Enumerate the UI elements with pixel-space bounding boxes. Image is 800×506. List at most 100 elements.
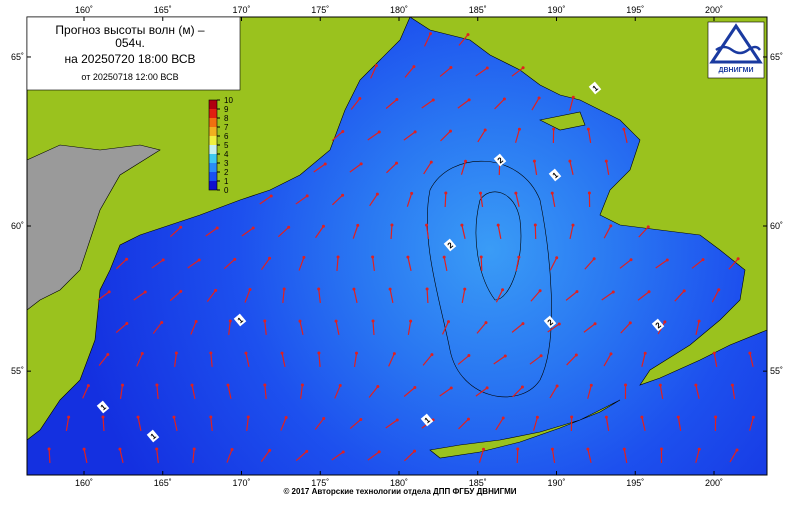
wave-arrow-head xyxy=(622,128,625,131)
wave-arrow-head xyxy=(586,448,589,451)
wave-arrow-head xyxy=(570,416,573,419)
lon-label: 180˚ xyxy=(390,478,408,488)
lon-label: 160˚ xyxy=(75,478,93,488)
wave-arrow-head xyxy=(486,386,489,389)
wave-arrow-head xyxy=(83,448,86,451)
wave-arrow-head xyxy=(666,259,669,262)
wave-arrow-head xyxy=(425,224,428,227)
lon-label: 195˚ xyxy=(626,5,644,15)
issue-time: от 20250718 12:00 ВСВ xyxy=(81,72,178,82)
wave-arrow-head xyxy=(339,384,342,387)
wave-arrow xyxy=(481,257,482,271)
wave-arrow-head xyxy=(539,289,542,292)
lat-label: 55˚ xyxy=(11,366,24,376)
wave-arrow-head xyxy=(624,384,627,387)
wave-arrow-head xyxy=(503,98,506,101)
wave-arrow-head xyxy=(659,384,662,387)
wave-arrow-head xyxy=(449,130,452,133)
wave-arrow-head xyxy=(731,384,734,387)
wave-arrow-head xyxy=(249,288,252,291)
lon-label: 200˚ xyxy=(705,478,723,488)
title: Прогноз высоты волн (м) – xyxy=(55,23,205,37)
wave-arrow-head xyxy=(372,320,375,323)
wave-arrow-head xyxy=(231,448,234,451)
wave-arrow-head xyxy=(426,288,429,291)
colorbar-label: 10 xyxy=(224,96,233,105)
wave-arrow-head xyxy=(752,416,755,419)
wave-arrow-head xyxy=(193,448,196,451)
wave-arrow-head xyxy=(534,224,537,227)
wave-arrow-head xyxy=(540,354,543,357)
lat-label: 65˚ xyxy=(770,52,783,62)
lon-label: 185˚ xyxy=(469,5,487,15)
wave-arrow-head xyxy=(444,192,447,195)
wave-arrow-head xyxy=(694,384,697,387)
lon-label: 200˚ xyxy=(705,5,723,15)
wave-arrow-head xyxy=(337,256,340,259)
wave-arrow-head xyxy=(412,65,415,68)
wave-arrow-head xyxy=(640,416,643,419)
colorbar-label: 2 xyxy=(224,168,229,177)
wave-arrow-head xyxy=(555,256,558,259)
wave-arrow-head xyxy=(175,352,178,355)
wave-arrow-head xyxy=(514,192,517,195)
wave-arrow-head xyxy=(413,386,416,389)
wave-arrow-head xyxy=(450,387,453,390)
wave-arrow-head xyxy=(485,321,488,324)
wave-arrow-head xyxy=(575,290,578,293)
colorbar-segment xyxy=(209,172,217,181)
wave-arrow-head xyxy=(301,384,304,387)
colorbar-segment xyxy=(209,109,217,118)
wave-arrow-head xyxy=(341,130,344,133)
wave-arrow-head xyxy=(172,416,175,419)
wave-arrow-head xyxy=(449,66,452,69)
wave-arrow-head xyxy=(486,67,489,70)
wave-arrow-head xyxy=(605,416,608,419)
wave-arrow-head xyxy=(536,416,539,419)
wave-arrow-head xyxy=(572,96,575,99)
colorbar-segment xyxy=(209,154,217,163)
wave-arrow-head xyxy=(209,352,212,355)
wave-arrow-head xyxy=(87,384,90,387)
wave-arrow-head xyxy=(587,128,590,131)
wave-arrow-head xyxy=(371,256,374,259)
wave-arrow-head xyxy=(552,128,555,131)
wave-arrow-head xyxy=(737,257,740,260)
wave-arrow-head xyxy=(378,450,381,453)
valid-time: на 20250720 18:00 ВСВ xyxy=(65,52,196,66)
wave-arrow-head xyxy=(683,289,686,292)
wave-arrow-head xyxy=(389,288,392,291)
wave-arrow-head xyxy=(195,320,198,323)
wave-arrow-head xyxy=(551,192,554,195)
wave-arrow-head xyxy=(324,162,327,165)
lon-label: 195˚ xyxy=(626,478,644,488)
wave-arrow-head xyxy=(556,384,559,387)
wave-arrow-head xyxy=(268,449,271,452)
lat-label: 55˚ xyxy=(770,366,783,376)
wave-arrow-head xyxy=(341,194,344,197)
wave-arrow-head xyxy=(467,418,470,421)
wave-arrow-head xyxy=(360,162,363,165)
wave-arrow xyxy=(427,289,428,303)
wave-arrow-head xyxy=(609,352,612,355)
wave-arrow-head xyxy=(306,194,309,197)
wave-arrow-head xyxy=(612,291,615,294)
wave-arrow-head xyxy=(517,256,520,259)
lon-label: 175˚ xyxy=(311,5,329,15)
lon-label: 175˚ xyxy=(311,478,329,488)
wave-arrow-head xyxy=(191,384,194,387)
wave-arrow-head xyxy=(390,224,393,227)
wave-arrow-head xyxy=(106,353,109,356)
wave-arrow-head xyxy=(432,99,435,102)
wave-arrow-head xyxy=(571,224,574,227)
wave-arrow-head xyxy=(283,288,286,291)
wave-arrow-head xyxy=(464,160,467,163)
wave-arrow-head xyxy=(533,160,536,163)
wave-arrow-head xyxy=(108,290,111,293)
wave-arrow-head xyxy=(322,225,325,228)
wave-arrow-head xyxy=(263,320,266,323)
wave-arrow-head xyxy=(378,131,381,134)
footer: © 2017 Авторские технологии отдела ДПП Ф… xyxy=(283,487,516,496)
wave-arrow-head xyxy=(575,353,578,356)
